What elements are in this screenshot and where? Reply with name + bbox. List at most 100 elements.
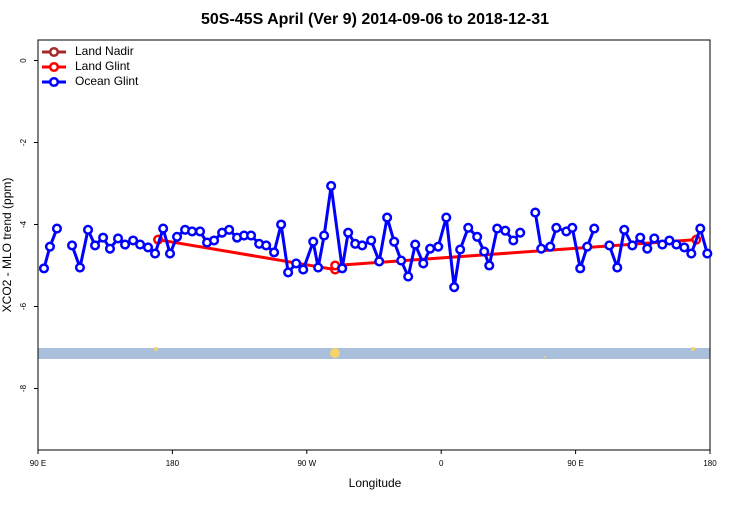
x-tick-label: 0: [439, 459, 444, 468]
series-line: [70, 184, 522, 289]
data-point: [308, 236, 319, 247]
legend-label: Land Glint: [75, 59, 130, 73]
y-tick-label: -6: [19, 302, 28, 310]
data-point: [403, 271, 414, 282]
data-point: [143, 242, 154, 253]
data-point: [112, 233, 124, 244]
data-point: [479, 246, 490, 257]
data-point: [582, 241, 593, 252]
data-point: [82, 224, 94, 235]
data-point: [135, 239, 146, 250]
data-point: [337, 263, 348, 274]
y-tick-label: -2: [19, 138, 28, 146]
legend-marker: [48, 46, 60, 58]
data-point: [530, 207, 541, 218]
data-point: [604, 240, 615, 251]
data-point: [261, 240, 272, 251]
data-point: [679, 242, 690, 253]
data-point: [194, 226, 206, 237]
y-tick-label: 0: [19, 58, 28, 63]
data-point: [89, 240, 101, 251]
data-point: [357, 240, 368, 251]
data-point: [187, 226, 198, 237]
legend-label: Land Nadir: [75, 44, 134, 58]
data-point: [589, 223, 600, 234]
data-point: [209, 235, 220, 246]
x-tick-label: 180: [166, 459, 180, 468]
data-point: [702, 248, 713, 259]
data-point: [396, 255, 407, 266]
data-point: [246, 230, 257, 241]
data-point: [433, 241, 444, 252]
data-point: [635, 232, 646, 243]
data-point: [551, 222, 562, 233]
data-point: [120, 239, 131, 250]
data-point: [66, 240, 78, 251]
data-point: [74, 262, 86, 273]
data-point: [276, 219, 287, 230]
data-point: [319, 230, 330, 241]
data-point: [382, 212, 393, 223]
data-point: [515, 227, 526, 238]
data-point: [463, 222, 474, 233]
x-tick-label: 180: [703, 459, 717, 468]
data-point: [657, 239, 668, 250]
data-point: [649, 233, 660, 244]
plot-frame: [37, 39, 711, 451]
data-point: [298, 264, 309, 275]
band-dot: [544, 356, 546, 358]
data-point: [545, 241, 556, 252]
data-point: [366, 235, 377, 246]
data-point: [472, 231, 483, 242]
data-point: [627, 240, 638, 251]
data-point: [500, 225, 511, 236]
data-point: [575, 263, 586, 274]
data-point: [664, 235, 675, 246]
x-axis-label: Longitude: [349, 476, 402, 490]
data-point: [508, 235, 519, 246]
data-point: [283, 267, 294, 278]
data-point: [150, 248, 161, 259]
legend-label: Ocean Glint: [75, 74, 139, 88]
data-point: [51, 223, 63, 234]
coverage-band: [38, 348, 710, 359]
data-point: [686, 248, 697, 259]
data-point: [410, 239, 421, 250]
data-point: [44, 241, 55, 252]
data-point: [425, 243, 436, 254]
data-point: [619, 224, 630, 235]
data-point: [671, 239, 682, 250]
data-point: [449, 282, 460, 293]
data-point: [313, 262, 324, 273]
data-point: [612, 262, 623, 273]
legend-marker: [48, 61, 60, 73]
series-line: [533, 212, 596, 270]
x-tick-label: 90 W: [297, 459, 316, 468]
data-point: [484, 260, 495, 271]
data-point: [326, 180, 337, 192]
band-dot: [154, 347, 158, 351]
data-point: [158, 223, 169, 234]
data-point: [291, 258, 302, 269]
data-point: [164, 248, 176, 259]
data-point: [441, 212, 452, 223]
band-dot: [691, 347, 695, 351]
x-tick-label: 90 E: [30, 459, 46, 468]
data-point: [536, 243, 547, 254]
data-point: [171, 231, 183, 242]
band-dot: [330, 348, 340, 358]
data-point: [374, 256, 385, 267]
y-tick-label: -4: [19, 220, 28, 228]
chart-title: 50S-45S April (Ver 9) 2014-09-06 to 2018…: [201, 11, 549, 28]
legend-marker: [48, 76, 60, 88]
data-point: [455, 244, 466, 255]
data-point: [567, 222, 578, 233]
data-point: [224, 224, 235, 235]
data-point: [492, 223, 503, 234]
data-point: [38, 263, 50, 274]
data-point: [418, 258, 429, 269]
data-point: [269, 247, 280, 258]
data-point: [104, 243, 116, 254]
y-axis-label: XCO2 - MLO trend (ppm): [0, 178, 14, 313]
